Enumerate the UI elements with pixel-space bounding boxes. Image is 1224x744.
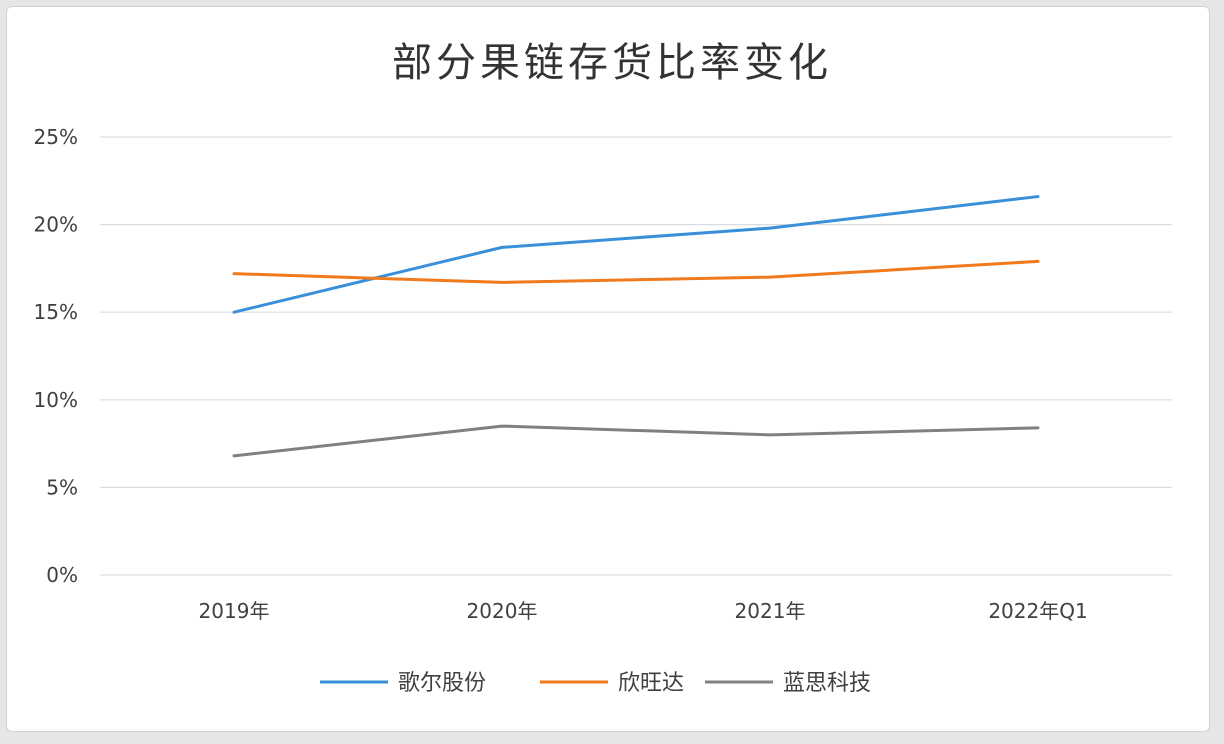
series-line: [232, 259, 1040, 284]
chart-card: [6, 6, 1210, 732]
y-tick-label: 10%: [34, 388, 78, 412]
x-tick-label: 2020年: [467, 599, 538, 623]
y-tick-label: 20%: [34, 213, 78, 237]
x-axis-ticks: 2019年 2020年 2021年 2022年Q1: [199, 599, 1088, 623]
y-tick-label: 5%: [46, 475, 78, 499]
chart-title: 部分果链存货比率变化: [392, 40, 832, 86]
legend: 歌尔股份 欣旺达 蓝思科技: [320, 671, 871, 696]
series-line: [232, 424, 1040, 458]
y-axis-ticks: 0% 5% 10% 15% 20% 25%: [34, 125, 78, 587]
legend-label: 蓝思科技: [783, 671, 871, 696]
y-tick-label: 15%: [34, 300, 78, 324]
gridlines: [100, 136, 1172, 576]
series-line: [232, 195, 1040, 314]
x-tick-label: 2021年: [735, 599, 806, 623]
y-tick-label: 0%: [46, 563, 78, 587]
y-tick-label: 25%: [34, 125, 78, 149]
legend-label: 欣旺达: [618, 671, 684, 696]
series-lines: [232, 195, 1040, 458]
x-tick-label: 2019年: [199, 599, 270, 623]
legend-label: 歌尔股份: [398, 671, 486, 696]
x-tick-label: 2022年Q1: [988, 599, 1087, 623]
